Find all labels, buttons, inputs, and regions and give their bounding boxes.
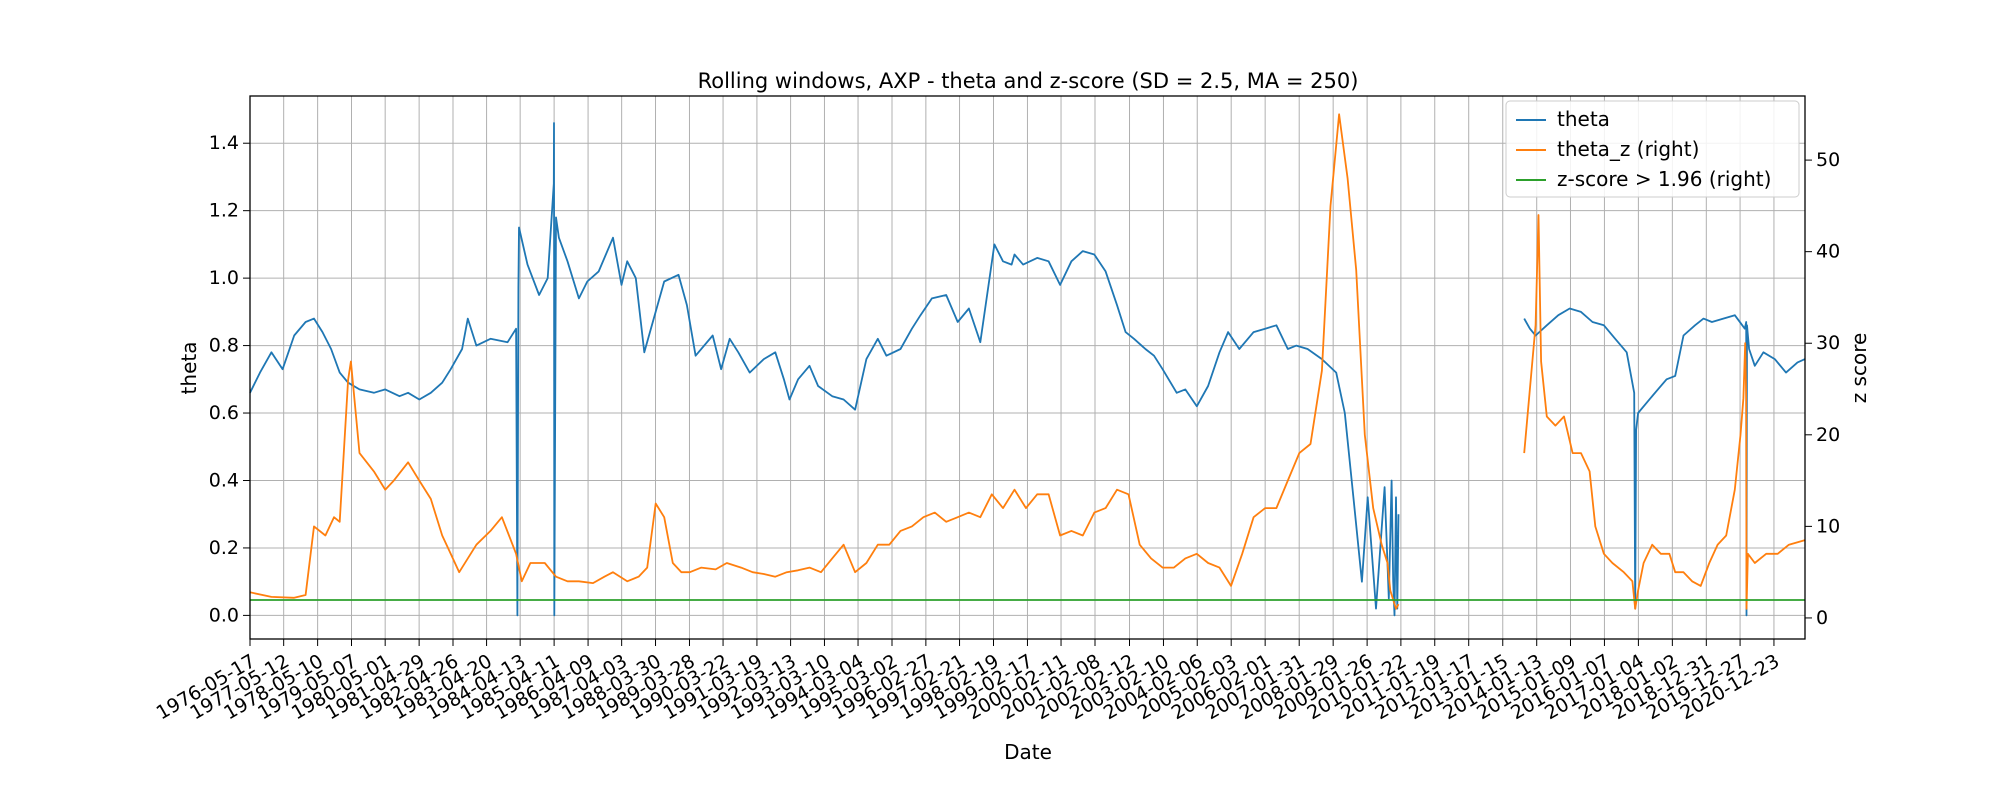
legend-label-theta: theta [1557, 107, 1610, 131]
y-right-tick-label: 0 [1816, 607, 1828, 629]
y-tick-label: 0.4 [209, 469, 239, 491]
legend-label-z-threshold: z-score > 1.96 (right) [1557, 167, 1771, 191]
legend-label-theta-z: theta_z (right) [1557, 137, 1699, 161]
series-line-theta-z-2 [249, 113, 1400, 610]
y-tick-label: 0.0 [209, 604, 239, 626]
y-axis-right: 0 10 20 30 40 50 [1805, 149, 1840, 629]
y-right-tick-label: 10 [1816, 515, 1840, 537]
series-line-theta-1 [1523, 307, 1806, 617]
series-line-theta-z-3 [1523, 214, 1806, 610]
y-tick-label: 0.8 [209, 335, 239, 357]
legend: theta theta_z (right) z-score > 1.96 (ri… [1505, 100, 1800, 198]
y-right-tick-label: 30 [1816, 332, 1840, 354]
legend-box [1505, 100, 1800, 198]
y-tick-label: 1.0 [209, 267, 239, 289]
y-tick-label: 0.6 [209, 402, 239, 424]
y-right-tick-label: 40 [1816, 241, 1840, 263]
y-right-tick-label: 20 [1816, 424, 1840, 446]
series-line-theta-0 [249, 122, 1400, 617]
y-tick-label: 1.4 [209, 132, 239, 154]
y-right-tick-label: 50 [1816, 149, 1840, 171]
y-tick-label: 1.2 [209, 200, 239, 222]
y-axis-right-label: z score [1847, 333, 1871, 404]
y-tick-label: 0.2 [209, 537, 239, 559]
chart-title: Rolling windows, AXP - theta and z-score… [698, 69, 1359, 93]
x-axis-label: Date [1004, 740, 1052, 764]
plot-series [249, 113, 1806, 617]
x-axis: 1976-05-171977-05-121978-05-101979-05-07… [153, 639, 1783, 724]
y-axis-left: 0.0 0.2 0.4 0.6 0.8 1.0 1.2 1.4 [209, 132, 250, 626]
y-axis-label: theta [177, 342, 201, 395]
